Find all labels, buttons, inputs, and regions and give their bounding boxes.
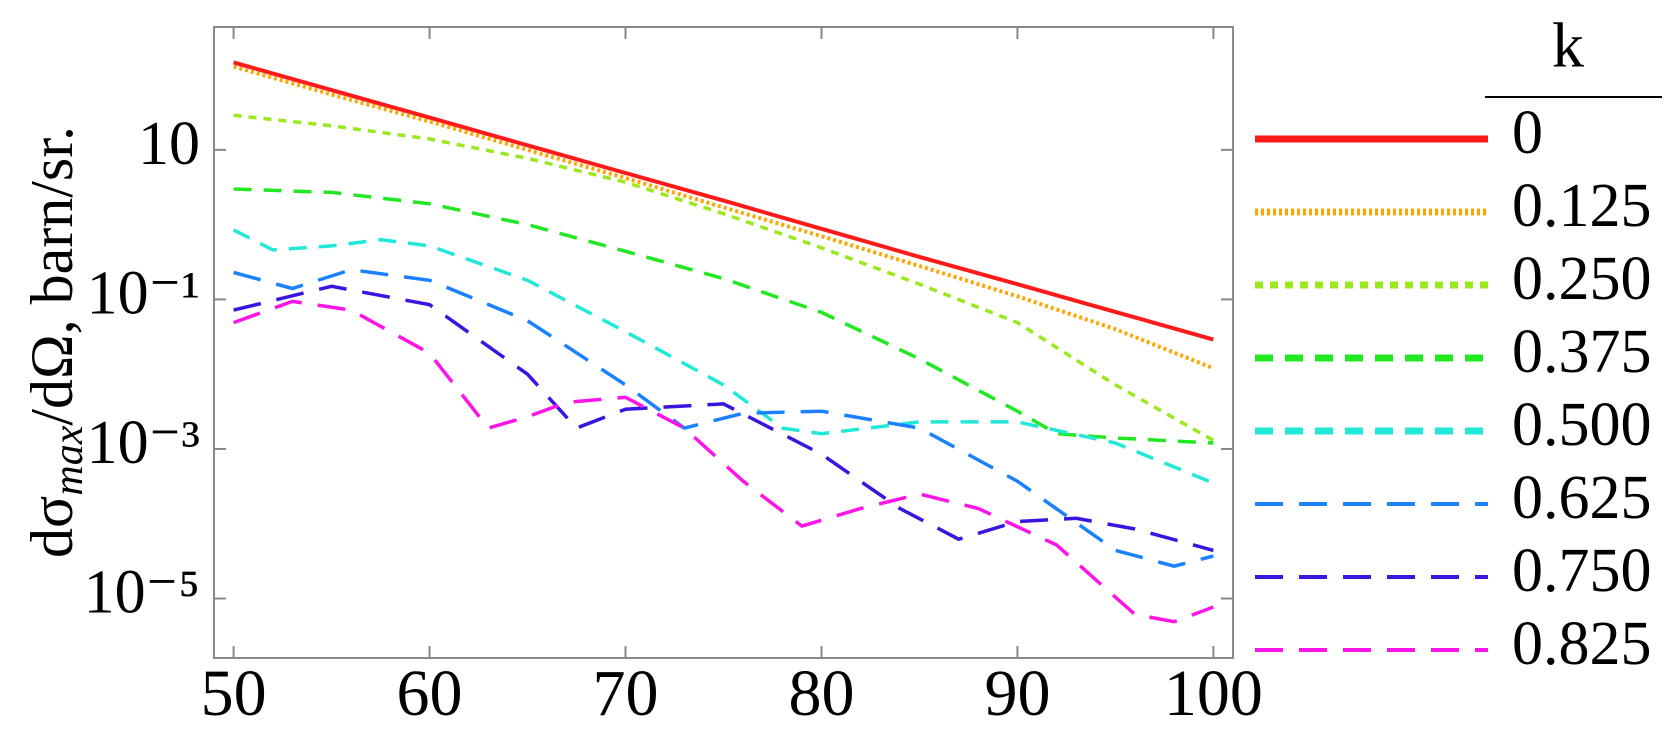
series-line xyxy=(232,228,1215,485)
y-label-part: /dΩ, barn/sr. xyxy=(19,126,85,426)
series-line xyxy=(233,267,1214,569)
y-tick-label: 10⁻⁵ xyxy=(84,559,200,627)
x-tick-label: 50 xyxy=(201,657,267,730)
legend-label: 0.625 xyxy=(1512,464,1652,532)
y-label-subscript: max xyxy=(46,425,92,495)
legend-label: 0.750 xyxy=(1512,537,1652,605)
y-tick-label: 10 xyxy=(138,110,200,178)
y-tick-label: 10⁻¹ xyxy=(87,260,200,328)
x-tick-label: 70 xyxy=(593,657,659,730)
x-tick-label: 100 xyxy=(1164,657,1263,730)
legend-label: 0.250 xyxy=(1512,245,1652,313)
x-tick-label: 60 xyxy=(397,657,463,730)
legend-title: k xyxy=(1552,10,1584,81)
series-line xyxy=(233,299,1215,624)
legend-label: 0.825 xyxy=(1512,610,1652,678)
y-label-part: dσ xyxy=(19,496,85,558)
y-tick-label: 10⁻³ xyxy=(87,409,200,477)
y-axis-label: dσmax/dΩ, barn/sr. xyxy=(19,126,92,558)
series-line xyxy=(233,64,1215,371)
series-line xyxy=(233,113,1215,442)
legend-label: 0.375 xyxy=(1512,318,1652,386)
series-line xyxy=(233,60,1214,342)
series-line xyxy=(233,187,1214,445)
legend-label: 0.500 xyxy=(1512,391,1652,459)
x-tick-label: 90 xyxy=(984,657,1050,730)
legend-label: 0.125 xyxy=(1512,172,1652,240)
series-line xyxy=(233,284,1214,553)
x-tick-label: 80 xyxy=(788,657,854,730)
legend-label: 0 xyxy=(1512,99,1543,167)
plot-frame xyxy=(213,26,1234,659)
